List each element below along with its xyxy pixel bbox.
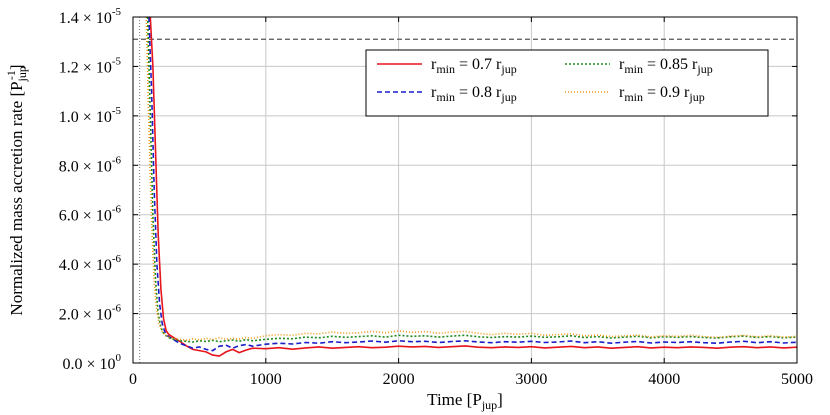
y-tick-label: 6.0 × 10-6 (59, 204, 122, 225)
legend: rmin = 0.7 rjup rmin = 0.8 rjup rmin = 0.8… (365, 49, 769, 117)
x-tick-label: 0 (129, 371, 137, 388)
y-tick-label: 1.4 × 10-5 (59, 6, 122, 27)
series-line-2 (148, 17, 797, 352)
legend-box (365, 49, 769, 117)
x-tick-label: 1000 (250, 371, 282, 388)
reference-lines (133, 17, 797, 363)
x-tick-label: 5000 (781, 371, 813, 388)
y-tick-labels: 0.0 × 100 2.0 × 10-6 4.0 × 10-6 6.0 × 10-6 8… (59, 6, 122, 373)
y-tick-label: 1.0 × 10-5 (59, 105, 122, 126)
legend-label-4: rmin = 0.9 rjup (619, 84, 705, 104)
y-tick-label: 2.0 × 10-6 (59, 303, 122, 324)
x-tick-labels: 0 1000 2000 3000 4000 5000 (129, 371, 813, 388)
x-tick-label: 3000 (515, 371, 547, 388)
y-tick-label: 1.2 × 10-5 (59, 55, 122, 76)
y-tick-label: 4.0 × 10-6 (59, 253, 122, 274)
legend-label-3: rmin = 0.85 rjup (619, 56, 713, 76)
y-axis-title: Normalized mass accretion rate [Pjup-1] (4, 64, 29, 315)
x-tick-label: 4000 (648, 371, 680, 388)
series-lines (145, 17, 797, 357)
series-line-4 (145, 17, 797, 342)
legend-label-1: rmin = 0.7 rjup (431, 56, 517, 76)
x-tick-label: 2000 (383, 371, 415, 388)
series-line-1 (149, 17, 797, 357)
plot-frame (132, 16, 798, 364)
x-axis-title: Time [Pjup] (427, 390, 503, 412)
y-tick-label: 8.0 × 10-6 (59, 154, 122, 175)
legend-label-2: rmin = 0.8 rjup (431, 84, 517, 104)
axis-ticks (132, 16, 798, 364)
y-tick-label: 0.0 × 100 (62, 352, 121, 373)
series-line-3 (146, 17, 797, 343)
